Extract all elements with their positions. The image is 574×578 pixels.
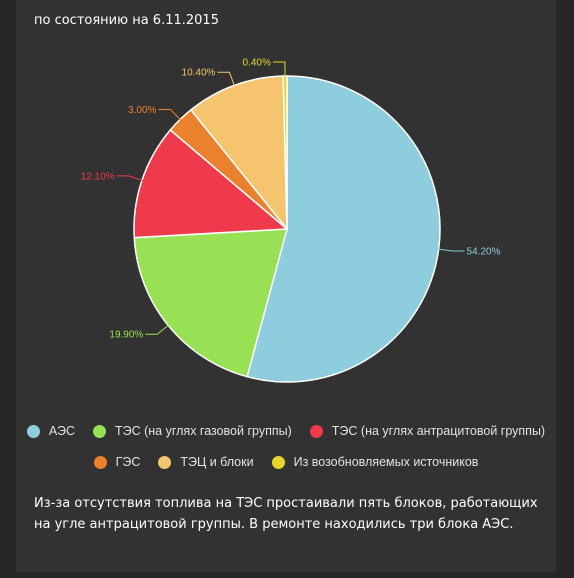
legend-item-tes-gas[interactable]: ТЭС (на углях газовой группы): [92, 424, 292, 438]
data-label: 19.90%: [109, 330, 143, 341]
legend-label: ТЭЦ и блоки: [180, 455, 254, 469]
legend-item-tec[interactable]: ТЭЦ и блоки: [158, 455, 254, 469]
legend-label: АЭС: [48, 424, 75, 438]
chart-subtitle: по состоянию на 6.11.2015: [34, 13, 219, 28]
data-label: 12.10%: [81, 171, 115, 182]
legend-label: ГЭС: [115, 455, 141, 469]
chart-note: Из-за отсутствия топлива на ТЭС простаив…: [34, 496, 538, 532]
legend-item-tes-anthracite[interactable]: ТЭС (на углях антрацитовой группы): [309, 424, 546, 438]
legend-swatch: [26, 424, 40, 438]
data-label: 0.40%: [243, 58, 271, 69]
legend-swatch: [158, 455, 172, 469]
legend-item-ges[interactable]: ГЭС: [93, 455, 141, 469]
legend-label: ТЭС (на углях антрацитовой группы): [331, 424, 546, 438]
data-label: 54.20%: [467, 246, 501, 257]
legend-item-renewable[interactable]: Из возобновляемых источников: [271, 455, 479, 469]
legend-row-2: ГЭС ТЭЦ и блоки Из возобновляемых источн…: [16, 455, 556, 469]
label-leader-line: [217, 71, 236, 88]
legend-swatch: [309, 424, 323, 438]
legend-swatch: [93, 455, 107, 469]
legend-item-aes[interactable]: АЭС: [26, 424, 75, 438]
label-leader-line: [272, 61, 286, 79]
legend-row-1: АЭС ТЭС (на углях газовой группы) ТЭС (н…: [16, 424, 556, 438]
data-label: 3.00%: [128, 105, 156, 116]
legend-label: ТЭС (на углях газовой группы): [114, 424, 292, 438]
legend-label: Из возобновляемых источников: [293, 455, 479, 469]
label-leader-line: [436, 248, 465, 252]
label-leader-line: [116, 175, 144, 182]
legend-swatch: [92, 424, 106, 438]
pie-chart: 54.20% 19.90% 12.10% 3.00% 10.40% 0.40%: [81, 58, 501, 383]
label-leader-line: [158, 108, 182, 122]
label-leader-line: [145, 323, 171, 335]
data-label: 10.40%: [182, 68, 216, 79]
chart-panel: по состоянию на 6.11.2015 54.20% 19.90% 12…: [16, 0, 556, 572]
legend-swatch: [271, 455, 285, 469]
